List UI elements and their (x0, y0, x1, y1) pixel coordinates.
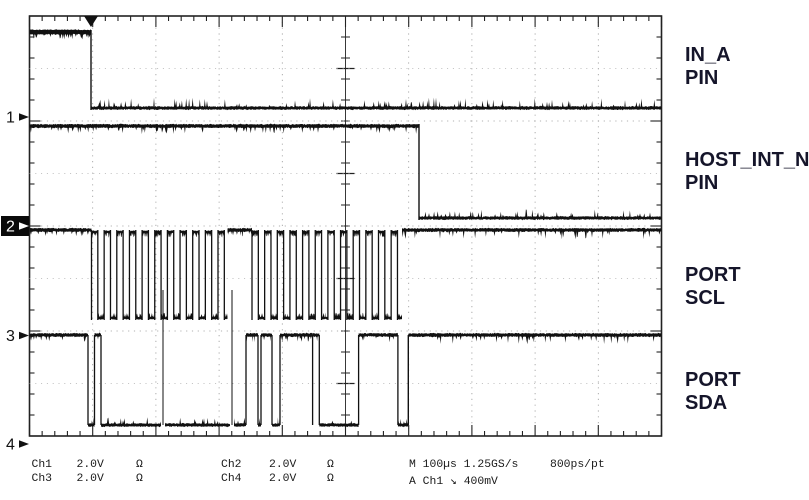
svg-text:4: 4 (6, 437, 15, 454)
svg-text:2: 2 (6, 219, 15, 236)
svg-text:3: 3 (6, 328, 15, 345)
svg-text:1: 1 (6, 110, 15, 127)
